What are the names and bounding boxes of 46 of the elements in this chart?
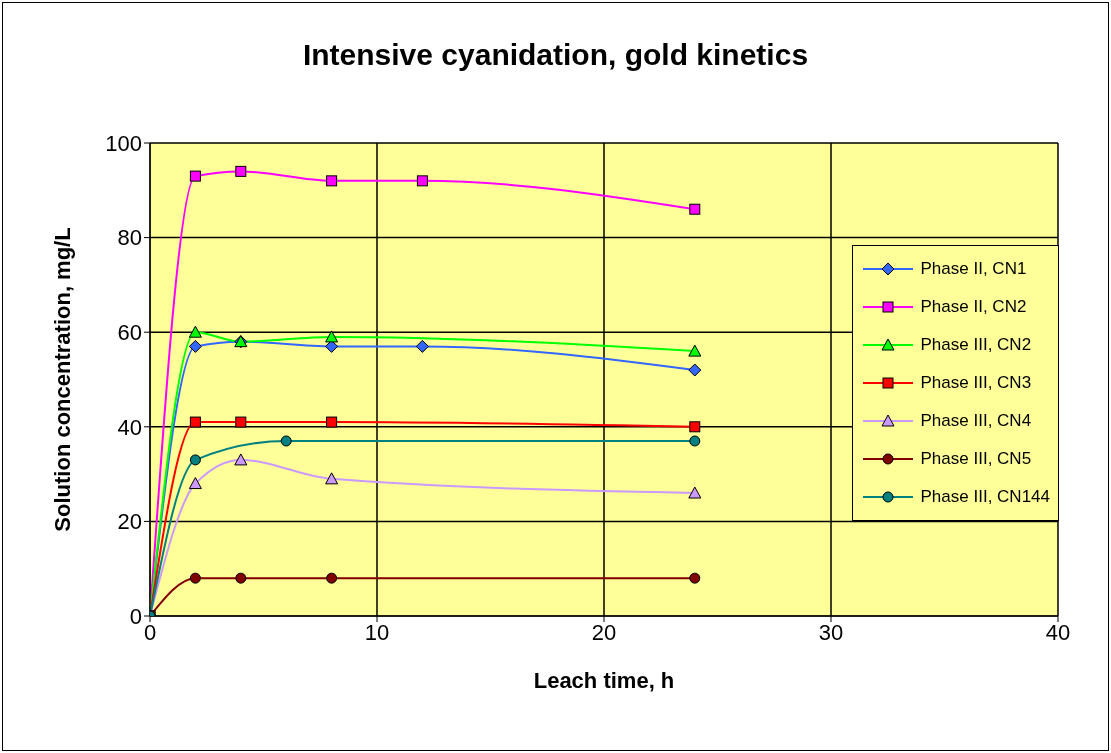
point bbox=[235, 572, 247, 584]
point bbox=[325, 330, 339, 343]
legend-label: Phase II, CN2 bbox=[920, 297, 1027, 317]
point bbox=[689, 421, 701, 433]
point bbox=[689, 203, 701, 215]
y-tick-label: 100 bbox=[105, 130, 142, 156]
point bbox=[280, 435, 292, 447]
point bbox=[189, 416, 201, 428]
point bbox=[326, 175, 338, 187]
point bbox=[688, 344, 702, 357]
y-tick-label: 60 bbox=[117, 320, 142, 346]
legend-label: Phase III, CN4 bbox=[920, 411, 1032, 431]
point bbox=[688, 363, 702, 377]
chart-title: Intensive cyanidation, gold kinetics bbox=[301, 38, 810, 72]
point bbox=[416, 175, 428, 187]
y-tick-label: 0 bbox=[129, 603, 142, 629]
point bbox=[189, 572, 201, 584]
x-tick-label: 30 bbox=[818, 619, 844, 645]
x-tick-label: 20 bbox=[591, 619, 617, 645]
point bbox=[688, 486, 702, 499]
point bbox=[189, 454, 201, 466]
x-tick-label: 40 bbox=[1045, 619, 1071, 645]
point bbox=[325, 472, 339, 485]
point bbox=[189, 170, 201, 182]
point bbox=[689, 435, 701, 447]
point bbox=[326, 572, 338, 584]
y-tick-label: 40 bbox=[117, 414, 142, 440]
point bbox=[415, 339, 429, 353]
legend-label: Phase III, CN5 bbox=[920, 449, 1032, 469]
point bbox=[326, 416, 338, 428]
y-tick-label: 80 bbox=[117, 225, 142, 251]
point bbox=[235, 165, 247, 177]
x-tick-label: 10 bbox=[364, 619, 390, 645]
point bbox=[234, 453, 248, 466]
point bbox=[188, 325, 202, 338]
point bbox=[689, 572, 701, 584]
legend-label: Phase III, CN3 bbox=[920, 373, 1032, 393]
legend-label: Phase II, CN1 bbox=[920, 259, 1027, 279]
point bbox=[188, 477, 202, 490]
legend-label: Phase III, CN144 bbox=[920, 487, 1050, 507]
y-axis-title: Solution concentration, mg/L bbox=[49, 227, 75, 532]
point bbox=[188, 339, 202, 353]
legend-label: Phase III, CN2 bbox=[920, 335, 1032, 355]
y-tick-label: 20 bbox=[117, 509, 142, 535]
point bbox=[235, 416, 247, 428]
x-axis-title: Leach time, h bbox=[533, 668, 675, 693]
